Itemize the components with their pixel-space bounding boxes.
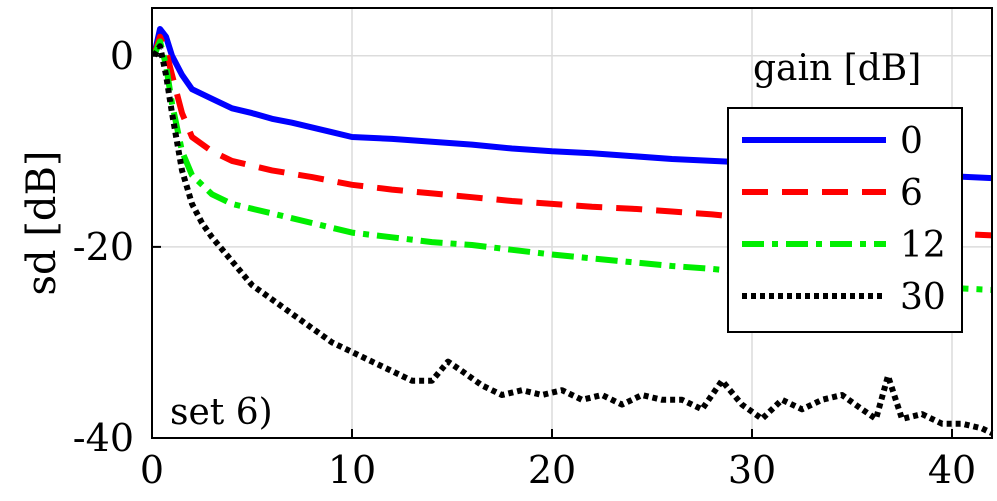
axes-box (151, 7, 993, 439)
y-tick-label: -20 (73, 225, 134, 269)
set-annotation: set 6) (170, 392, 273, 433)
x-tick-label: 30 (728, 448, 776, 492)
x-tick-label: 10 (328, 448, 376, 492)
axis-tick-labels: 0 10 20 30 40 -40 -20 0 (73, 34, 976, 492)
legend: 0 6 12 30 (727, 107, 963, 333)
legend-label-0: 0 (900, 121, 923, 162)
y-axis-label: sd [dB] (19, 150, 65, 295)
series-line-12 (151, 38, 993, 293)
legend-label-12: 12 (900, 225, 946, 266)
legend-title: gain [dB] (753, 48, 921, 89)
legend-label-30: 30 (900, 277, 946, 318)
x-tick-label: 40 (928, 448, 976, 492)
x-tick-label: 0 (140, 448, 164, 492)
y-tick-label: -40 (73, 416, 134, 460)
legend-label-6: 6 (900, 173, 923, 214)
x-tick-label: 20 (528, 448, 576, 492)
y-tick-label: 0 (110, 34, 134, 78)
